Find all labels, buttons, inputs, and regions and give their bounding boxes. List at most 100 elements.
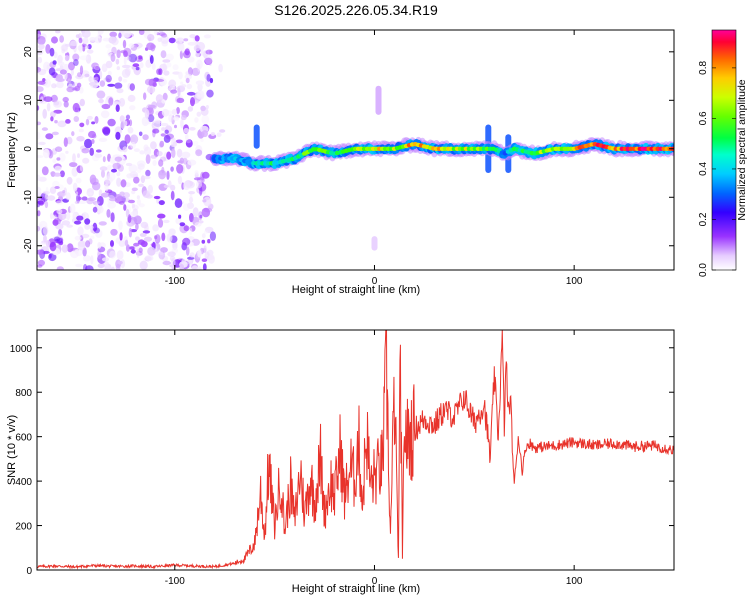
noise-blob	[145, 154, 151, 165]
noise-blob	[163, 134, 171, 143]
noise-blob	[138, 30, 145, 35]
noise-blob	[218, 63, 223, 73]
noise-blob	[66, 176, 73, 185]
noise-blob	[129, 83, 135, 91]
noise-blob	[105, 74, 112, 83]
noise-blob	[101, 63, 108, 73]
noise-blob	[37, 56, 43, 64]
noise-blob	[37, 105, 40, 111]
noise-blob	[102, 156, 106, 163]
noise-blob	[153, 195, 161, 200]
noise-blob	[107, 83, 115, 87]
noise-blob	[174, 198, 183, 209]
noise-blob	[85, 240, 91, 248]
noise-blob	[55, 146, 63, 152]
noise-blob	[179, 222, 186, 227]
noise-blob	[122, 192, 130, 199]
noise-blob	[147, 85, 156, 94]
noise-blob	[125, 114, 131, 120]
noise-blob	[145, 169, 151, 177]
noise-blob	[123, 56, 127, 65]
noise-blob	[107, 118, 116, 127]
noise-blob	[167, 251, 176, 257]
noise-blob	[142, 134, 149, 141]
noise-blob	[163, 184, 169, 188]
noise-blob	[181, 151, 191, 159]
noise-blob	[166, 170, 170, 180]
noise-blob	[141, 116, 149, 127]
heatmap-features-layer	[253, 85, 512, 251]
noise-blob	[145, 59, 152, 68]
noise-blob	[166, 233, 171, 242]
noise-blob	[95, 149, 102, 153]
noise-blob	[130, 141, 136, 149]
noise-blob	[37, 210, 41, 217]
noise-blob	[118, 240, 126, 247]
noise-blob	[149, 55, 154, 64]
noise-blob	[37, 186, 42, 194]
noise-blob	[118, 97, 126, 107]
noise-blob	[65, 119, 71, 124]
noise-blob	[185, 77, 190, 84]
noise-blob	[45, 133, 54, 140]
noise-blob	[79, 55, 89, 61]
noise-blob	[37, 225, 41, 232]
noise-blob	[54, 120, 58, 124]
noise-blob	[71, 167, 78, 177]
noise-blob	[43, 96, 53, 102]
noise-blob	[163, 70, 170, 76]
noise-blob	[37, 174, 41, 181]
noise-blob	[175, 139, 183, 144]
noise-blob	[110, 228, 118, 236]
noise-blob	[152, 160, 157, 166]
noise-blob	[56, 157, 61, 161]
noise-blob	[37, 66, 42, 73]
noise-blob	[90, 255, 94, 265]
noise-blob	[90, 235, 95, 240]
heatmap-y-tick-label: -10	[23, 190, 34, 205]
noise-blob	[37, 33, 42, 41]
noise-blob	[115, 131, 121, 140]
noise-blob	[98, 221, 107, 226]
colorbar-tick-label: 0.6	[698, 111, 709, 125]
noise-blob	[128, 164, 138, 173]
heatmap-feature	[253, 124, 260, 149]
noise-blob	[79, 164, 84, 172]
noise-blob	[116, 88, 124, 94]
noise-blob	[78, 37, 83, 44]
noise-blob	[200, 105, 206, 112]
noise-blob	[173, 116, 180, 121]
noise-blob	[110, 212, 115, 223]
noise-blob	[101, 192, 110, 198]
noise-blob	[65, 150, 69, 154]
noise-blob	[158, 250, 166, 260]
noise-blob	[193, 44, 201, 52]
noise-blob	[196, 180, 202, 189]
noise-blob	[110, 240, 114, 247]
noise-blob	[55, 78, 65, 82]
noise-blob	[142, 230, 151, 234]
noise-blob	[56, 81, 64, 89]
noise-blob	[111, 168, 117, 173]
noise-blob	[87, 225, 94, 230]
noise-blob	[39, 242, 48, 246]
noise-blob	[67, 78, 71, 84]
noise-blob	[86, 49, 94, 54]
noise-blob	[101, 103, 111, 110]
colorbar-label: Normalized spectral amplitude	[736, 79, 748, 220]
noise-blob	[191, 265, 199, 270]
noise-blob	[200, 48, 204, 56]
noise-blob	[40, 96, 44, 103]
noise-blob	[198, 220, 204, 224]
heatmap-y-axis-label: Frequency (Hz)	[6, 112, 18, 188]
noise-blob	[147, 184, 153, 194]
noise-blob	[53, 172, 62, 177]
snr-y-tick-label: 800	[15, 388, 32, 399]
noise-blob	[70, 40, 78, 47]
noise-blob	[185, 133, 189, 141]
noise-blob	[72, 53, 80, 61]
noise-blob	[158, 30, 164, 33]
noise-blob	[78, 128, 84, 133]
noise-blob	[46, 64, 50, 70]
noise-blob	[107, 70, 112, 76]
